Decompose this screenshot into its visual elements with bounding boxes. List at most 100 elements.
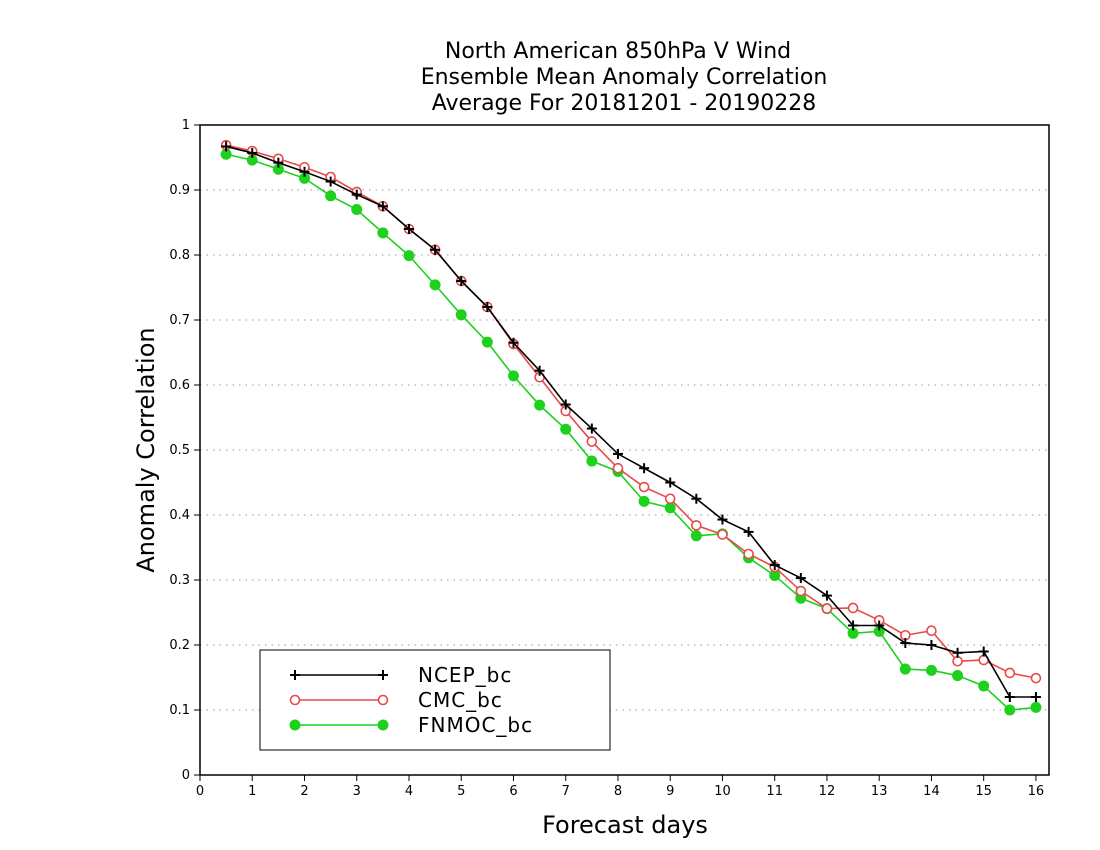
x-tick-label: 14 [923, 784, 940, 799]
data-point-cmc-bc [926, 625, 937, 637]
data-point-ncep-bc [403, 224, 414, 234]
data-point-cmc-bc [717, 529, 728, 540]
x-tick-label: 2 [300, 784, 308, 799]
legend-marker [378, 670, 388, 680]
series-line-cmc-bc [225, 144, 1037, 679]
data-point-ncep-bc [848, 620, 859, 631]
chart-title-line-2: Ensemble Mean Anomaly Correlation [421, 65, 828, 90]
data-point-ncep-bc [821, 590, 832, 601]
series-ncep-bc [221, 141, 1041, 702]
data-point-fnmoc-bc [507, 370, 519, 382]
data-point-fnmoc-bc [899, 663, 911, 675]
series-line-fnmoc-bc [225, 153, 1037, 711]
data-point-cmc-bc [664, 493, 676, 505]
x-tick-label: 15 [975, 784, 992, 799]
data-point-fnmoc-bc [1004, 704, 1016, 716]
data-point-ncep-bc [430, 244, 441, 255]
legend-label: NCEP_bc [418, 663, 512, 687]
data-point-cmc-bc [795, 585, 807, 597]
data-point-cmc-bc [612, 462, 624, 474]
data-point-ncep-bc [456, 276, 467, 286]
legend-marker [289, 719, 301, 731]
x-tick-label: 11 [766, 784, 783, 799]
data-point-cmc-bc [847, 602, 859, 614]
legend-marker [290, 670, 300, 680]
y-tick-label: 0.9 [169, 183, 190, 198]
plot-area-frame [199, 124, 1050, 776]
chart-title-line-1: North American 850hPa V Wind [445, 39, 791, 64]
legend-item-fnmoc-bc: FNMOC_bc [289, 713, 533, 737]
data-point-cmc-bc [821, 603, 833, 614]
chart-title: North American 850hPa V Wind Ensemble Me… [421, 39, 828, 116]
data-point-ncep-bc [299, 166, 310, 177]
data-point-ncep-bc [691, 493, 702, 504]
x-tick-label: 16 [1028, 784, 1045, 799]
data-point-cmc-bc [638, 481, 650, 493]
legend-marker [289, 694, 301, 706]
data-point-ncep-bc [586, 423, 597, 434]
data-point-fnmoc-bc [455, 309, 467, 321]
data-point-fnmoc-bc [429, 279, 441, 291]
data-point-fnmoc-bc [925, 664, 937, 676]
data-point-cmc-bc [1030, 672, 1042, 684]
x-axis-label: Forecast days [542, 811, 708, 839]
data-point-ncep-bc [717, 514, 728, 525]
data-point-fnmoc-bc [664, 502, 676, 514]
x-tick-label: 7 [562, 784, 570, 799]
data-point-ncep-bc [795, 573, 806, 584]
legend-label: FNMOC_bc [418, 713, 533, 737]
data-point-fnmoc-bc [690, 530, 702, 542]
x-tick-label: 6 [509, 784, 517, 799]
data-point-ncep-bc [221, 141, 232, 152]
legend-label: CMC_bc [418, 688, 503, 712]
x-tick-label: 5 [457, 784, 465, 799]
data-point-ncep-bc [325, 176, 336, 187]
data-point-cmc-bc [1004, 667, 1016, 679]
data-point-fnmoc-bc [534, 399, 546, 411]
data-point-ncep-bc [926, 640, 937, 650]
y-axis-label: Anomaly Correlation [132, 327, 160, 572]
x-tick-label: 9 [666, 784, 674, 799]
series-lines [220, 139, 1042, 716]
y-tick-label: 0.4 [169, 508, 190, 523]
x-tick-label: 12 [819, 784, 836, 799]
data-point-fnmoc-bc [1030, 701, 1042, 713]
y-tick-label: 0.6 [169, 378, 190, 393]
data-point-ncep-bc [952, 647, 963, 658]
data-point-ncep-bc [247, 147, 258, 158]
legend-item-ncep-bc: NCEP_bc [290, 663, 512, 687]
data-point-ncep-bc [377, 201, 388, 212]
series-line-ncep-bc [225, 145, 1036, 698]
data-point-ncep-bc [874, 620, 885, 631]
legend-marker [377, 694, 389, 706]
data-point-ncep-bc [900, 638, 911, 649]
data-point-fnmoc-bc [586, 455, 598, 467]
data-point-fnmoc-bc [481, 336, 493, 348]
series-cmc-bc [220, 139, 1042, 684]
chart-title-line-3: Average For 20181201 - 20190228 [432, 91, 817, 116]
data-point-ncep-bc [978, 646, 989, 657]
x-tick-label: 3 [353, 784, 361, 799]
data-point-fnmoc-bc [638, 495, 650, 507]
y-tick-label: 0.5 [169, 443, 190, 458]
data-point-ncep-bc [639, 463, 650, 474]
y-tick-label: 0.8 [169, 248, 190, 263]
data-point-ncep-bc [1004, 692, 1015, 702]
data-point-ncep-bc [508, 337, 519, 348]
data-point-ncep-bc [1030, 692, 1041, 702]
data-point-cmc-bc [952, 655, 963, 667]
data-point-ncep-bc [769, 560, 780, 571]
x-tick-label: 8 [614, 784, 622, 799]
y-tick-label: 0 [182, 768, 190, 783]
data-point-fnmoc-bc [978, 680, 990, 692]
y-tick-label: 1 [182, 118, 190, 133]
data-point-fnmoc-bc [325, 190, 337, 202]
series-fnmoc-bc [220, 148, 1042, 716]
data-point-ncep-bc [612, 448, 623, 459]
axis-ticks: 00.10.20.30.40.50.60.70.80.910 1 2 3 4 5 6 7 8 9 1… [169, 118, 1044, 799]
data-point-ncep-bc [351, 189, 362, 200]
data-point-cmc-bc [743, 548, 754, 560]
x-tick-label: 0 [196, 784, 204, 799]
